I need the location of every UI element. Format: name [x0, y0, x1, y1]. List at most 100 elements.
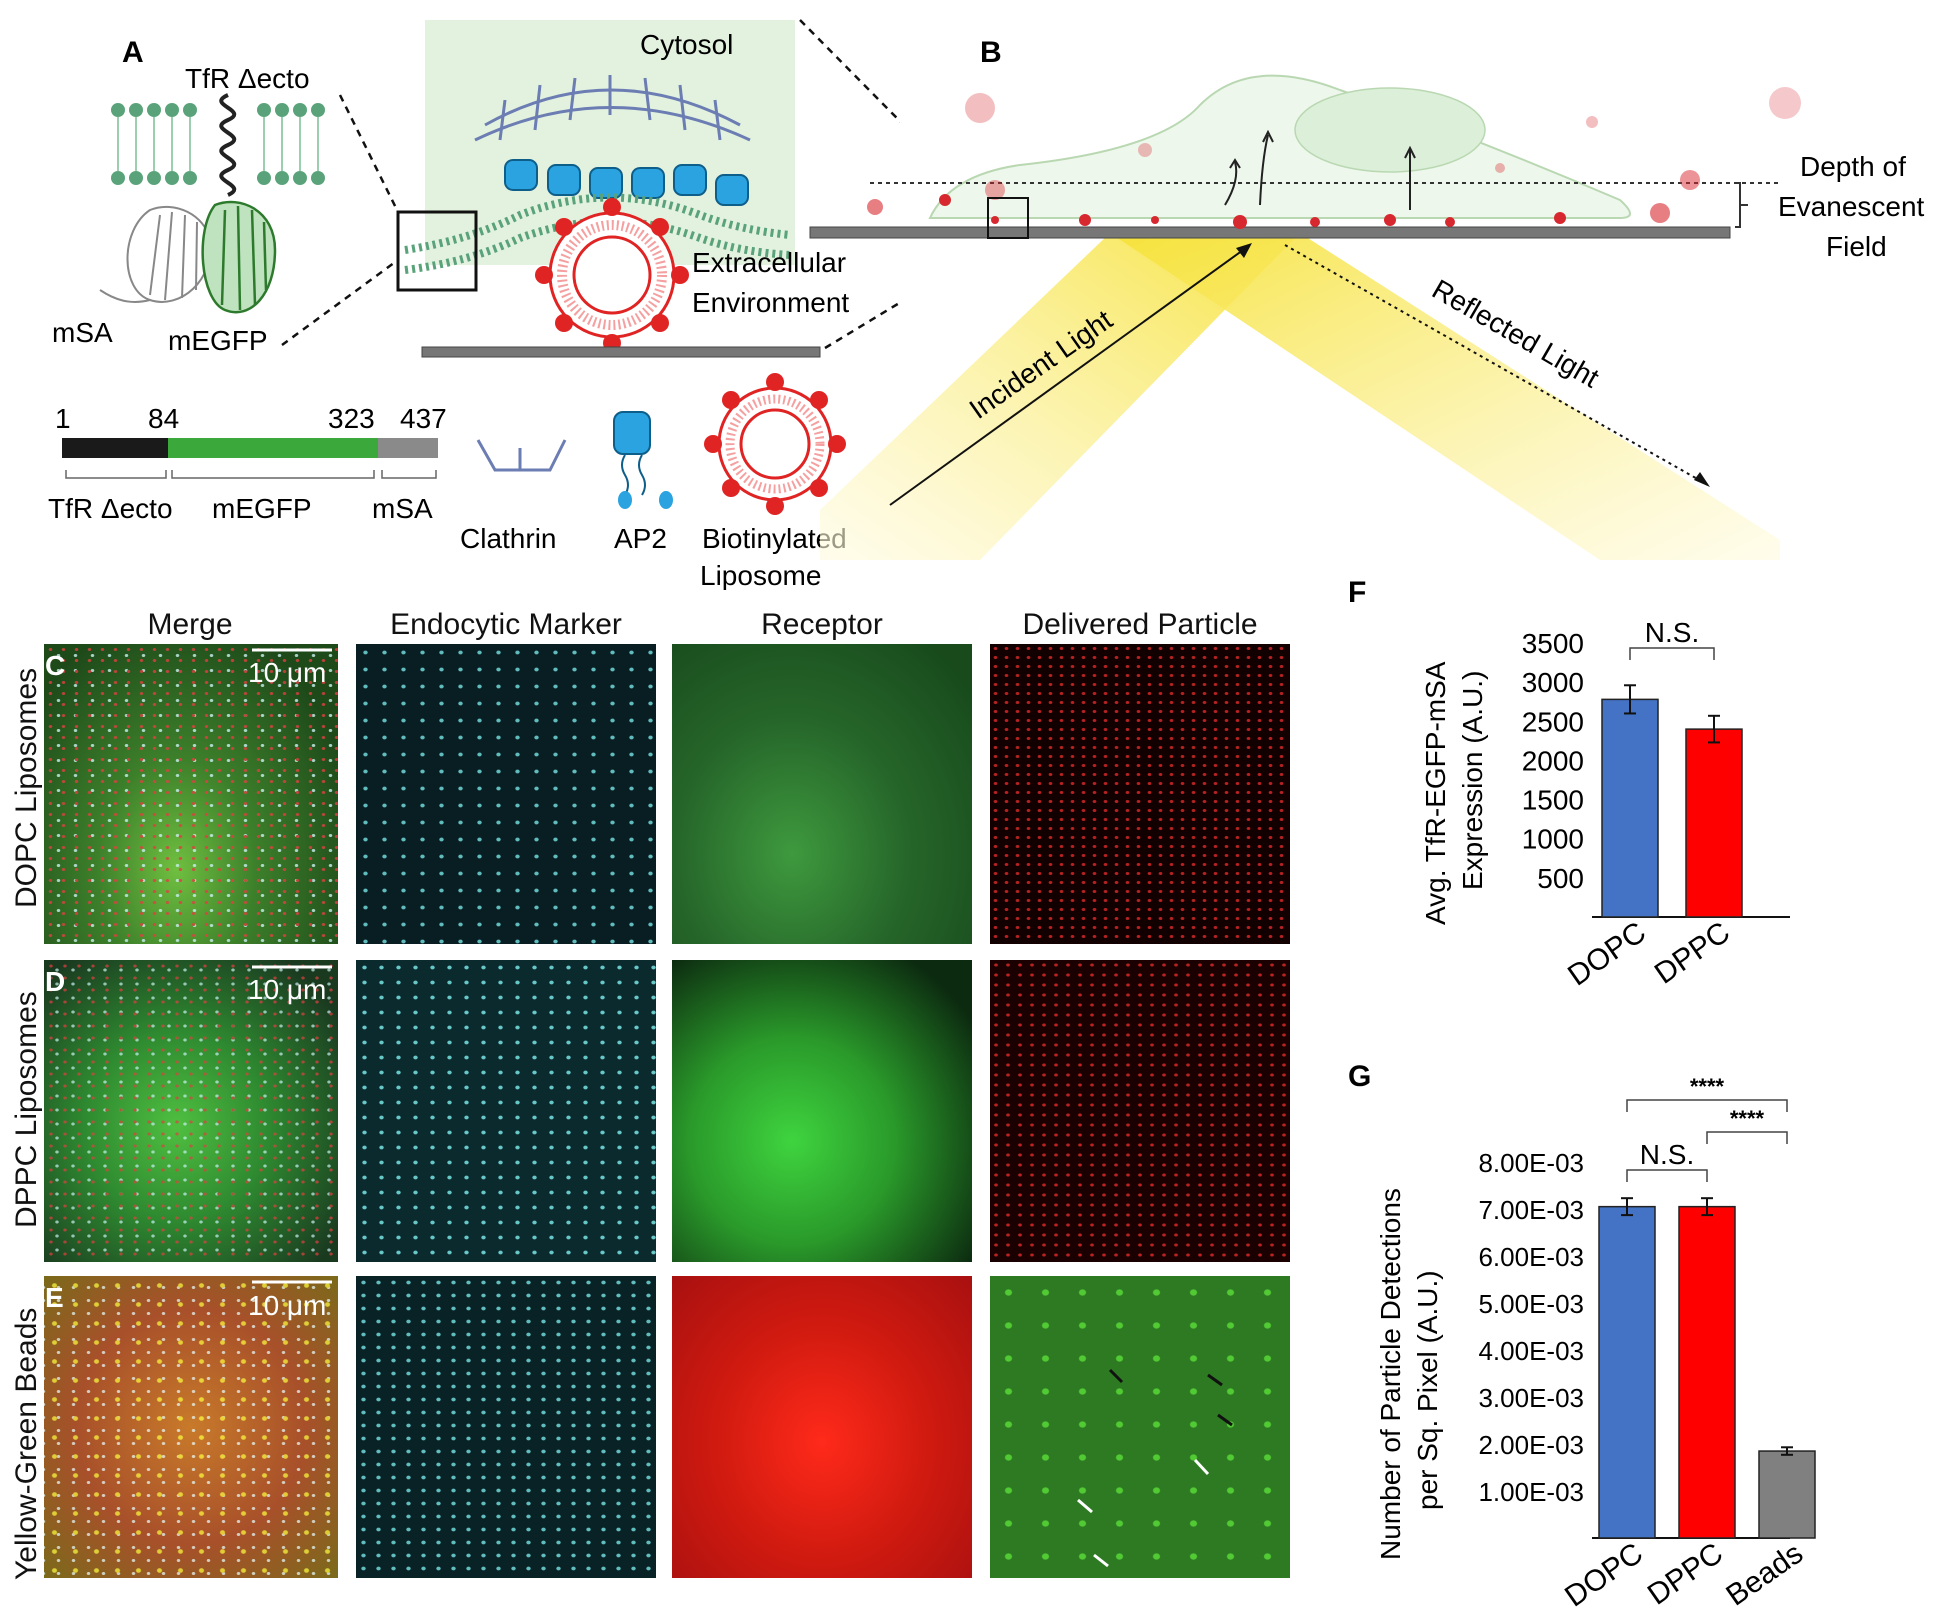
y-tick-label: 500	[1537, 863, 1584, 894]
y-tick-label: 5.00E-03	[1478, 1289, 1584, 1319]
construct-number-1: 1	[55, 403, 71, 434]
extracellular-label: Extracellular	[692, 247, 846, 278]
y-tick-label: 4.00E-03	[1478, 1336, 1584, 1366]
significance-bracket	[1629, 647, 1715, 660]
significance-bracket	[1706, 1131, 1788, 1144]
y-tick-label: 2500	[1522, 706, 1584, 737]
significance-label: ****	[1730, 1106, 1765, 1131]
coverslip-bar	[421, 346, 821, 358]
bar-beads	[1758, 1450, 1816, 1539]
bar-dopc	[1598, 1205, 1656, 1539]
b-inset-box	[987, 197, 1029, 239]
micrograph-d-endocytic	[356, 960, 656, 1262]
significance-label: N.S.	[1645, 617, 1699, 648]
micrograph-e-endocytic	[356, 1276, 656, 1578]
depth-label-2: Evanescent	[1778, 191, 1925, 222]
ap2-adaptor-icons	[504, 159, 749, 206]
panel-c-letter: C	[45, 650, 65, 681]
significance-bracket	[1626, 1169, 1708, 1182]
environment-label: Environment	[692, 287, 849, 318]
y-tick-label: 2000	[1522, 745, 1584, 776]
msa-protein-icon	[99, 205, 212, 303]
micrograph-overlays: C D E 10 μm 10 μm 10 μm	[45, 648, 1233, 1568]
msa-label: mSA	[52, 317, 113, 348]
significance-label: ****	[1690, 1074, 1725, 1099]
micrograph-c-merge	[44, 644, 338, 944]
y-tick-label: 3.00E-03	[1478, 1383, 1584, 1413]
panel-d-letter: D	[45, 966, 65, 997]
y-tick-label: 8.00E-03	[1478, 1148, 1584, 1178]
megfp-label: mEGFP	[168, 325, 268, 356]
membrane-bilayer-icon	[111, 103, 325, 185]
panel-a-letter: A	[122, 36, 144, 69]
micrograph-d-merge	[44, 960, 338, 1262]
category-label: DPPC	[1649, 916, 1736, 991]
cytosol-label: Cytosol	[640, 29, 733, 60]
panel-a: A TfR Δecto mSA mEGFP Cytosol	[0, 0, 900, 590]
e-delivered-arrows	[1077, 1368, 1233, 1568]
construct-number-3: 323	[328, 403, 375, 434]
scale-label-d: 10 μm	[248, 974, 326, 1005]
construct-segment-msa: mSA	[372, 493, 433, 524]
bar-dopc	[1601, 698, 1659, 918]
construct-segment-tfr: TfR Δecto	[48, 493, 173, 524]
legend-ap2: AP2	[614, 523, 667, 554]
g-ylabel-1: Number of Particle Detections	[1375, 1188, 1406, 1560]
clathrin-lattice-icon	[474, 75, 751, 142]
chart-f: F 500 1000 1500 2000 2500 3000 3500 DOPC DPPC N…	[1330, 560, 1930, 1000]
construct-segment-megfp: mEGFP	[212, 493, 312, 524]
reflected-beam	[1110, 233, 1780, 560]
reflected-arrowhead	[1694, 472, 1710, 487]
panel-b-illustration: B Depth of Evanescent Field Incident Lig…	[809, 36, 1925, 560]
megfp-protein-icon	[201, 200, 277, 314]
construct-diagram: 1 84 323 437 TfR Δecto mEGFP mSA	[48, 403, 447, 524]
liposome-legend-icon	[704, 373, 846, 515]
y-tick-label: 2.00E-03	[1478, 1430, 1584, 1460]
category-label: Beads	[1720, 1537, 1809, 1613]
category-label: DOPC	[1562, 916, 1652, 993]
bar-dppc	[1685, 728, 1743, 918]
depth-bracket	[1735, 182, 1748, 228]
panel-e-letter: E	[45, 1282, 64, 1313]
micrograph-c-endocytic	[356, 644, 656, 944]
category-label: DPPC	[1642, 1537, 1729, 1612]
panel-b-letter: B	[980, 36, 1002, 69]
tfr-helix-icon	[219, 93, 237, 197]
chart-g: G 1.00E-03 2.00E-03 3.00E-03 4.00E-03 5.00E-…	[1330, 1040, 1930, 1615]
f-ylabel-2: Expression (A.U.)	[1457, 671, 1488, 890]
f-ylabel-1: Avg. TfR-EGFP-mSA	[1420, 661, 1451, 925]
depth-label-1: Depth of	[1800, 151, 1906, 182]
clathrin-legend-icon	[476, 439, 567, 472]
incident-beam	[820, 233, 1300, 560]
particle-dots	[867, 87, 1801, 229]
incident-arrow	[889, 244, 1251, 506]
chart-g-svg: G 1.00E-03 2.00E-03 3.00E-03 4.00E-03 5.00E-…	[1348, 1060, 1816, 1614]
y-tick-label: 7.00E-03	[1478, 1195, 1584, 1225]
y-tick-label: 1500	[1522, 785, 1584, 816]
significance-bracket	[1626, 1099, 1788, 1112]
category-label: DOPC	[1559, 1537, 1649, 1614]
inset-box	[396, 210, 478, 292]
legend-liposome-2: Liposome	[700, 560, 821, 590]
panel-f-letter: F	[1348, 576, 1366, 609]
micrograph-c-receptor	[672, 644, 972, 944]
cell-nucleus	[1294, 87, 1486, 173]
y-tick-label: 6.00E-03	[1478, 1242, 1584, 1272]
col-head-endocytic: Endocytic Marker	[390, 608, 622, 641]
scale-label-e: 10 μm	[248, 1290, 326, 1321]
tfr-label: TfR Δecto	[185, 63, 310, 94]
micrograph-e-delivered	[990, 1276, 1290, 1578]
b-coverslip	[809, 226, 1731, 239]
bar-dppc	[1678, 1205, 1736, 1539]
micrograph-d-delivered	[990, 960, 1290, 1262]
endocytosis-arrows	[1224, 129, 1416, 210]
y-tick-label: 1000	[1522, 824, 1584, 855]
callout-lines	[281, 19, 900, 350]
micrograph-e-receptor	[672, 1276, 972, 1578]
panel-g-letter: G	[1348, 1060, 1371, 1093]
legend-clathrin: Clathrin	[460, 523, 556, 554]
construct-tfr-segment	[62, 438, 168, 458]
micrograph-c-delivered	[990, 644, 1290, 944]
scale-bars	[252, 648, 332, 1284]
